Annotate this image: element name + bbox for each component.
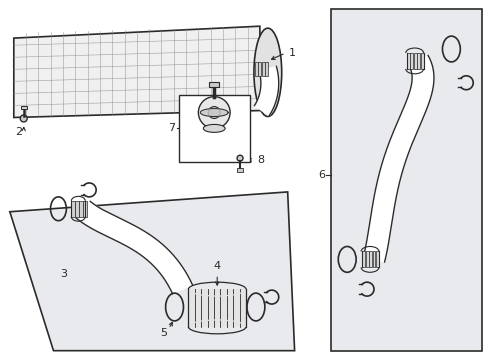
Bar (189, 289, 246, 327)
Circle shape (208, 107, 220, 118)
Bar (407, 53, 410, 69)
Bar (258, 62, 261, 76)
Circle shape (237, 155, 243, 161)
Polygon shape (254, 66, 279, 116)
Circle shape (20, 115, 27, 122)
Bar (420, 53, 424, 69)
Bar (178, 95, 250, 162)
Text: 6: 6 (318, 170, 325, 180)
Polygon shape (76, 201, 193, 294)
Bar (362, 251, 365, 267)
Text: 2: 2 (15, 127, 23, 138)
Polygon shape (364, 55, 434, 262)
Circle shape (198, 96, 230, 129)
Text: 7: 7 (169, 123, 175, 134)
Bar (414, 53, 416, 69)
Polygon shape (10, 192, 294, 351)
Bar (331, 9, 482, 351)
Bar (255, 62, 258, 76)
Bar (266, 62, 269, 76)
Bar (79, 201, 83, 217)
Bar (372, 251, 375, 267)
Text: 1: 1 (289, 48, 295, 58)
Bar (72, 201, 75, 217)
Bar (369, 251, 372, 267)
Text: 3: 3 (60, 269, 67, 279)
Bar (83, 201, 87, 217)
Polygon shape (200, 109, 228, 117)
Bar (75, 201, 79, 217)
Bar (209, 82, 219, 87)
Bar (410, 53, 413, 69)
Bar (237, 168, 243, 172)
Text: 5: 5 (160, 328, 167, 338)
Bar (366, 251, 368, 267)
Bar (262, 62, 265, 76)
Text: 8: 8 (257, 155, 264, 165)
Text: 4: 4 (214, 261, 221, 271)
Ellipse shape (203, 125, 225, 132)
Ellipse shape (254, 28, 282, 117)
Polygon shape (14, 26, 260, 117)
Bar (21, 105, 26, 109)
Bar (376, 251, 379, 267)
Bar (417, 53, 420, 69)
